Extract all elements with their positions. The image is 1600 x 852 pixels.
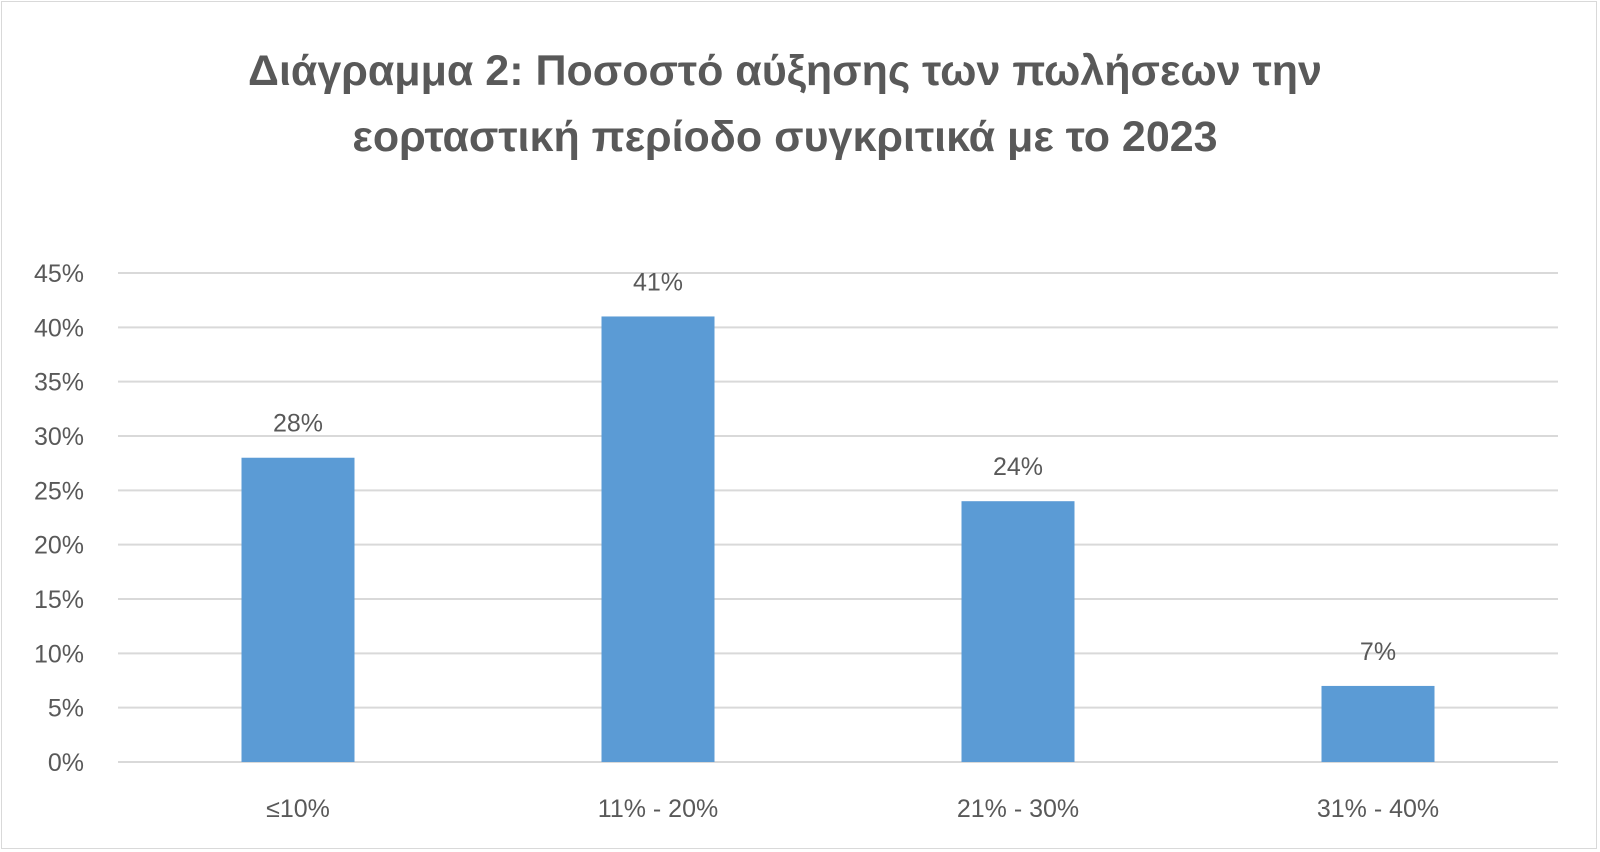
y-axis-tick-labels: 0% 5% 10% 15% 20% 25% 30% 35% 40% 45% (34, 260, 84, 777)
y-tick-label: 15% (34, 586, 84, 614)
x-axis-category-labels: ≤10% 11% - 20% 21% - 30% 31% - 40% (266, 795, 1439, 823)
y-tick-label: 35% (34, 369, 84, 397)
y-tick-label: 10% (34, 640, 84, 668)
x-category-label: 31% - 40% (1317, 795, 1439, 823)
data-label: 7% (1360, 638, 1396, 666)
y-tick-label: 20% (34, 532, 84, 560)
data-labels: 28% 41% 24% 7% (273, 268, 1396, 665)
chart-title: Διάγραμμα 2: Ποσοστό αύξησης των πωλήσεω… (0, 38, 1570, 170)
chart-title-line-1: Διάγραμμα 2: Ποσοστό αύξησης των πωλήσεω… (248, 47, 1322, 95)
data-label: 41% (633, 268, 683, 296)
y-tick-label: 25% (34, 477, 84, 505)
y-tick-label: 30% (34, 423, 84, 451)
bar (961, 501, 1075, 762)
bar (1321, 685, 1435, 762)
data-label: 28% (273, 410, 323, 438)
chart-title-line-2: εορταστική περίοδο συγκριτικά με το 2023 (352, 113, 1218, 161)
y-tick-label: 0% (48, 749, 84, 777)
bars (241, 316, 1435, 762)
bar (241, 457, 355, 762)
y-tick-label: 5% (48, 695, 84, 723)
bar (601, 316, 715, 762)
x-category-label: ≤10% (266, 795, 330, 823)
y-tick-label: 40% (34, 314, 84, 342)
data-label: 24% (993, 453, 1043, 481)
y-tick-label: 45% (34, 260, 84, 288)
x-category-label: 21% - 30% (957, 795, 1079, 823)
gridlines (118, 272, 1558, 763)
x-category-label: 11% - 20% (598, 795, 718, 823)
